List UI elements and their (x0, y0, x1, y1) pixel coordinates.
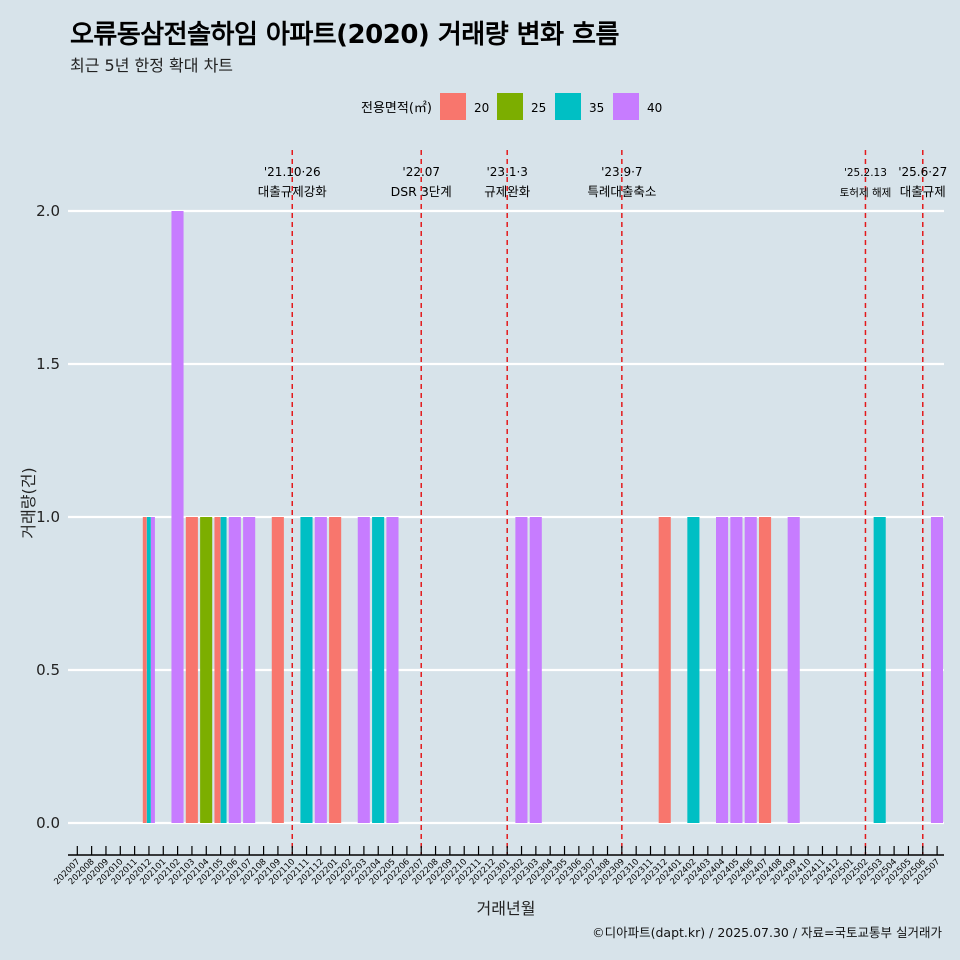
bar-202205-40 (386, 517, 399, 823)
bar-202402-35 (687, 517, 700, 823)
bar-202112-40 (314, 517, 327, 823)
legend-label-20: 20 (474, 101, 489, 115)
bar-202405-40 (730, 517, 743, 823)
bar-202203-40 (357, 517, 370, 823)
y-axis: 0.0 0.5 1.0 1.5 2.0 (36, 202, 60, 832)
bar-202111-35 (300, 517, 313, 823)
bar-202102-40 (171, 211, 184, 823)
legend-label-40: 40 (647, 101, 662, 115)
bar-202507-40 (930, 517, 944, 823)
bar-202107-40 (243, 517, 256, 823)
bar-202012-35 (146, 517, 151, 823)
event-date-label: '25.2.13 (844, 167, 887, 179)
bar-202407-20 (758, 517, 772, 823)
event-date-label: '21.10·26 (264, 165, 321, 179)
event-date-label: '22.07 (402, 165, 440, 179)
legend-label-25: 25 (531, 101, 546, 115)
bar-202105-20 (214, 517, 221, 823)
bar-202303-40 (529, 517, 542, 823)
legend: 전용면적(㎡) 20 25 35 40 (361, 93, 662, 120)
bar-202406-40 (744, 517, 757, 823)
y-tick-label: 1.5 (36, 355, 60, 373)
bar-202105-35 (220, 517, 227, 823)
bar-202312-20 (658, 517, 671, 823)
y-axis-title: 거래량(건) (19, 467, 38, 538)
y-tick-label: 0.0 (36, 814, 60, 832)
bars-group (142, 211, 944, 823)
bar-202204-35 (372, 517, 385, 823)
legend-swatch-25 (497, 93, 523, 120)
x-axis-title: 거래년월 (477, 899, 536, 918)
bar-202103-20 (185, 517, 198, 823)
event-date-label: '23.9·7 (601, 165, 642, 179)
bar-202012-20 (142, 517, 147, 823)
bar-202302-40 (515, 517, 528, 823)
event-name-label: 특례대출축소 (587, 184, 656, 199)
event-name-label: 대출규제강화 (258, 184, 328, 199)
y-tick-label: 0.5 (36, 661, 60, 679)
chart-subtitle: 최근 5년 한정 확대 차트 (70, 56, 234, 75)
event-date-label: '23.1·3 (486, 165, 527, 179)
gridlines (68, 209, 944, 825)
event-name-label: DSR 3단계 (391, 184, 452, 199)
event-name-label: 토허제 해제 (840, 186, 892, 199)
event-date-label: '25.6·27 (898, 165, 947, 179)
bar-202106-40 (228, 517, 241, 823)
bar-202404-40 (716, 517, 729, 823)
legend-swatch-20 (440, 93, 466, 120)
y-tick-label: 2.0 (36, 202, 60, 220)
bar-202012-40 (151, 517, 155, 823)
event-lines: '21.10·26 대출규제강화 '22.07 DSR 3단계 '23.1·3 규제완화 '… (258, 150, 947, 854)
legend-swatch-40 (613, 93, 639, 120)
chart-title: 오류동삼전솔하임 아파트(2020) 거래량 변화 흐름 (70, 20, 619, 50)
bar-202503-35 (873, 517, 886, 823)
legend-swatch-35 (555, 93, 581, 120)
bar-202201-20 (329, 517, 342, 823)
y-tick-label: 1.0 (36, 508, 60, 526)
event-name-label: 대출규제 (900, 184, 946, 199)
source-caption: ©디아파트(dapt.kr) / 2025.07.30 / 자료=국토교통부 실… (592, 925, 942, 940)
x-axis: 2020072020082020092020102020112020122021… (52, 846, 944, 887)
bar-202109-20 (271, 517, 284, 823)
legend-label-35: 35 (589, 101, 604, 115)
event-name-label: 규제완화 (484, 184, 531, 199)
legend-title: 전용면적(㎡) (361, 101, 432, 116)
bar-202104-25 (200, 517, 213, 823)
bar-202409-40 (787, 517, 800, 823)
